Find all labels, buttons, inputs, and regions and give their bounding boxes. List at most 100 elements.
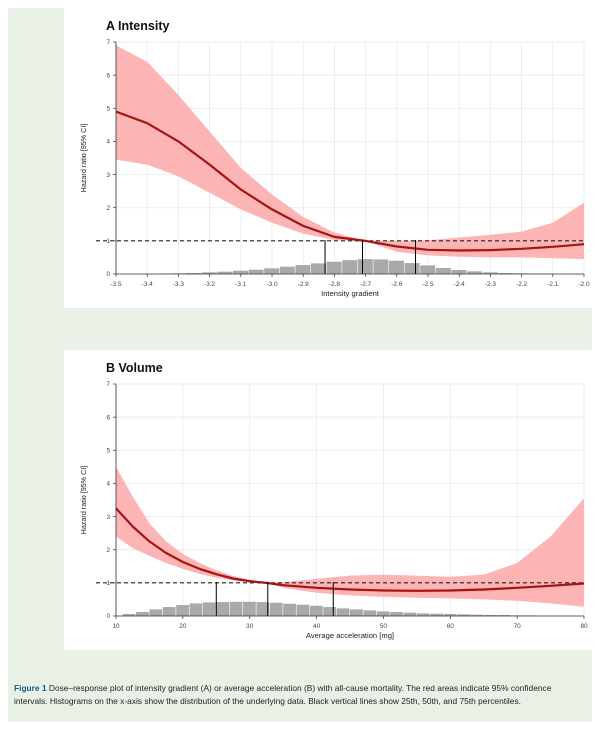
histogram-bar	[403, 612, 417, 616]
histogram-bar	[470, 614, 484, 616]
panel-intensity: A Intensity -3.5 -3.4 -3.3 -3.2 -3.1 -3.0 -2.9 -…	[64, 8, 592, 308]
hazard-ratio-line	[115, 110, 585, 252]
volume-chart: B Volume 10 20 30 40 50 60 70 80 0 1 2 3 4 5 6 7 Average …	[79, 361, 588, 640]
histogram-bar	[451, 270, 467, 274]
histogram-bar	[389, 260, 404, 274]
histogram-bar	[430, 613, 443, 616]
x-tick-label: 30	[246, 623, 254, 630]
histogram-bar	[311, 263, 326, 274]
histogram-bar	[467, 271, 482, 274]
y-tick-label: 5	[106, 105, 110, 112]
x-axis-label: Average acceleration [mg]	[306, 631, 394, 640]
histogram-bar	[497, 615, 510, 616]
y-tick-label: 6	[106, 72, 110, 79]
x-tick-label: 50	[380, 623, 388, 630]
confidence-band	[116, 45, 584, 260]
histogram-bar	[295, 265, 311, 274]
y-tick-label: 4	[106, 481, 110, 488]
y-tick-label: 1	[106, 580, 110, 587]
y-tick-label: 2	[106, 547, 110, 554]
histogram-bar	[482, 272, 498, 274]
x-tick-label: -2.6	[391, 281, 402, 288]
histogram-bar	[309, 605, 323, 616]
x-tick-label: 10	[112, 623, 120, 630]
y-tick-label: 6	[106, 414, 110, 421]
x-tick-label: -2.2	[516, 281, 527, 288]
figure-label: Figure 1	[14, 683, 47, 693]
x-tick-label: -3.0	[266, 281, 277, 288]
x-tick-label: -2.3	[485, 281, 496, 288]
x-tick-label: -3.4	[142, 281, 153, 288]
histogram-bar	[202, 602, 216, 616]
histogram-bar	[435, 268, 451, 274]
x-tick-label: -3.5	[110, 281, 121, 288]
histogram-bar	[162, 607, 176, 616]
x-tick-label: -2.9	[298, 281, 309, 288]
x-tick-label: -2.0	[578, 281, 589, 288]
histogram-bar	[390, 612, 403, 616]
histogram-bar	[443, 614, 457, 616]
histogram-bar	[201, 272, 217, 274]
chart-title: A Intensity	[106, 19, 169, 33]
histogram-bar	[149, 609, 163, 616]
histogram-bar	[373, 259, 389, 274]
histogram-bar	[483, 615, 497, 616]
histogram-bar	[296, 604, 310, 616]
histogram-bar	[256, 602, 270, 616]
histogram-bar	[456, 614, 470, 616]
histogram-bar	[420, 265, 436, 274]
x-tick-label: -2.4	[454, 281, 465, 288]
histogram-bar	[233, 270, 248, 274]
x-tick-label: -2.7	[360, 281, 371, 288]
y-tick-label: 7	[106, 39, 110, 46]
figure-frame: A Intensity -3.5 -3.4 -3.3 -3.2 -3.1 -3.0 -2.9 -…	[8, 8, 592, 722]
histogram-bar	[176, 605, 189, 616]
y-tick-label: 3	[106, 514, 110, 521]
histogram-bar	[342, 260, 358, 274]
histogram-bar	[216, 602, 230, 616]
x-tick-label: -3.2	[204, 281, 215, 288]
x-tick-label: 20	[179, 623, 187, 630]
histogram-bar	[217, 271, 233, 274]
histogram-bar	[357, 259, 373, 274]
y-tick-label: 5	[106, 447, 110, 454]
x-tick-label: 80	[580, 623, 588, 630]
x-tick-label: -2.5	[422, 281, 433, 288]
y-tick-label: 2	[106, 205, 110, 212]
figure-caption-text: Dose–response plot of intensity gradient…	[14, 683, 552, 706]
x-tick-label: -3.1	[235, 281, 246, 288]
histogram-bar	[229, 601, 243, 616]
x-tick-label: 60	[447, 623, 455, 630]
histogram-bar	[122, 614, 136, 616]
x-tick-label: 40	[313, 623, 321, 630]
panel-volume: B Volume 10 20 30 40 50 60 70 80 0 1 2 3 4 5 6 7 Average …	[64, 350, 592, 650]
figure-caption: Figure 1 Dose–response plot of intensity…	[14, 682, 586, 707]
y-tick-label: 1	[106, 238, 110, 245]
histogram-bar	[283, 603, 296, 616]
y-tick-label: 0	[106, 271, 110, 278]
histogram-bar	[498, 273, 514, 274]
histogram-bar	[279, 266, 295, 274]
x-tick-label: 70	[514, 623, 522, 630]
hazard-ratio-line	[115, 507, 585, 592]
histogram-bar	[136, 612, 149, 616]
histogram-bar	[326, 261, 342, 274]
y-axis-label: Hazard ratio [95% CI]	[79, 124, 88, 193]
x-axis-label: Intensity gradient	[321, 289, 380, 298]
histogram-bar	[363, 610, 377, 616]
histogram-bar	[269, 602, 283, 616]
x-tick-label: -2.1	[547, 281, 558, 288]
y-axis-label: Hazard ratio [95% CI]	[79, 466, 88, 535]
confidence-band	[116, 466, 584, 607]
histogram-bar	[189, 603, 203, 616]
intensity-chart: A Intensity -3.5 -3.4 -3.3 -3.2 -3.1 -3.0 -2.9 -…	[79, 19, 590, 298]
histogram-bar	[404, 263, 420, 274]
histogram-bar	[248, 269, 264, 274]
y-tick-label: 3	[106, 172, 110, 179]
chart-title: B Volume	[106, 361, 163, 375]
histogram-bar	[264, 268, 280, 274]
histogram-bar	[416, 613, 430, 616]
histogram-bar	[336, 608, 350, 616]
x-tick-label: -3.3	[173, 281, 184, 288]
histogram-bar	[243, 601, 256, 616]
